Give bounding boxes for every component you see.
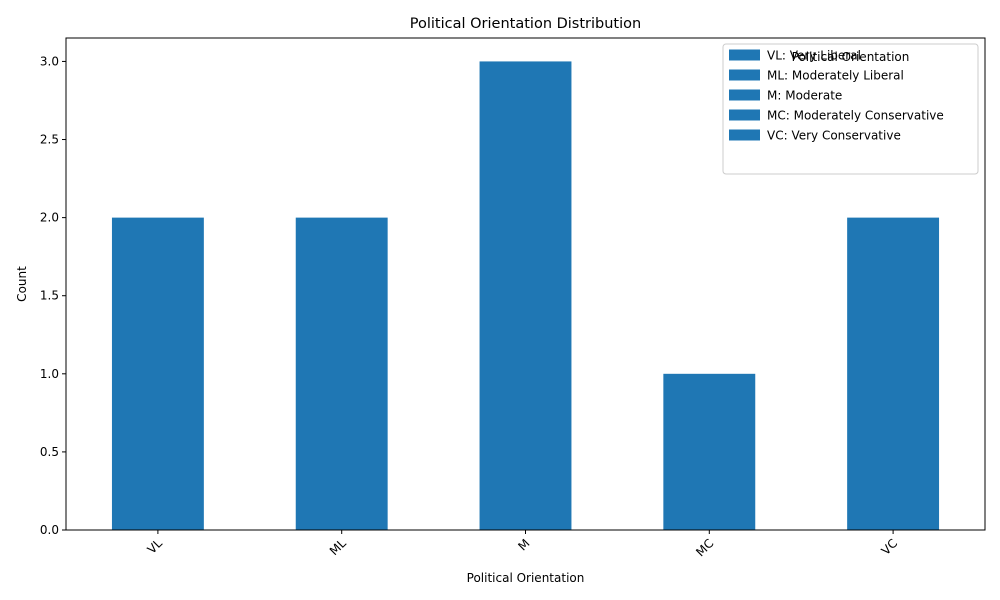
- bar-vc: [847, 217, 940, 530]
- legend-entry-label: VL: Very Liberal: [767, 49, 861, 63]
- x-tick-label: VL: [145, 536, 166, 557]
- x-tick-label: MC: [693, 536, 716, 559]
- x-tick-label: M: [515, 536, 532, 553]
- legend-entries: VL: Very Liberal ML: Moderately Liberal M:…: [729, 49, 944, 143]
- x-tick-label: ML: [327, 536, 349, 558]
- chart-title: Political Orientation Distribution: [410, 16, 641, 32]
- legend: Political Orientation VL: Very Liberal ML…: [722, 43, 979, 175]
- y-tick-label: 2.0: [40, 211, 59, 225]
- bar-vl: [111, 217, 204, 530]
- bar-mc: [663, 373, 756, 530]
- legend-swatch: [729, 49, 760, 61]
- legend-swatch: [729, 89, 760, 101]
- x-tick-label: VC: [879, 536, 901, 558]
- legend-entry-label: VC: Very Conservative: [767, 129, 901, 143]
- y-tick-label: 3.0: [40, 54, 59, 68]
- plot-frame: [65, 37, 986, 531]
- y-tick-label: 1.0: [40, 367, 59, 381]
- x-axis: VL ML M MC VC: [145, 530, 901, 559]
- y-tick-label: 0.0: [40, 523, 59, 537]
- legend-swatch: [729, 129, 760, 141]
- legend-title: Political Orientation: [792, 50, 910, 64]
- bar-m: [479, 61, 572, 531]
- legend-frame: [722, 43, 979, 175]
- x-axis-label: Political Orientation: [467, 571, 585, 585]
- bar-ml: [295, 217, 388, 530]
- legend-swatch: [729, 69, 760, 81]
- y-axis: 0.0 0.5 1.0 1.5 2.0 2.5 3.0: [40, 54, 66, 537]
- legend-entry-label: MC: Moderately Conservative: [767, 109, 944, 123]
- y-tick-label: 1.5: [40, 289, 59, 303]
- legend-swatch: [729, 109, 760, 121]
- legend-entry-label: ML: Moderately Liberal: [767, 69, 904, 83]
- bars-group: [111, 61, 940, 531]
- y-tick-label: 0.5: [40, 445, 59, 459]
- y-tick-label: 2.5: [40, 133, 59, 147]
- y-axis-label: Count: [15, 266, 29, 302]
- legend-entry-label: M: Moderate: [767, 89, 842, 103]
